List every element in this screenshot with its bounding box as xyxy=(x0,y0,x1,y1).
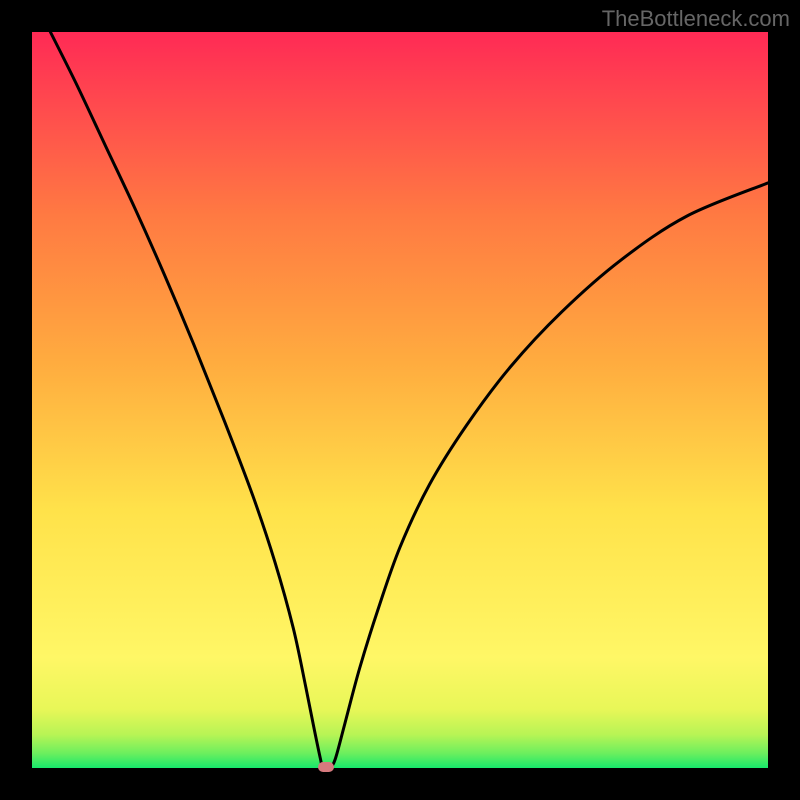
curve-svg xyxy=(32,32,768,768)
bottleneck-chart: TheBottleneck.com xyxy=(0,0,800,800)
bottleneck-curve xyxy=(50,32,768,767)
plot-area xyxy=(32,32,768,768)
watermark-text: TheBottleneck.com xyxy=(602,6,790,32)
optimum-marker xyxy=(318,762,334,772)
